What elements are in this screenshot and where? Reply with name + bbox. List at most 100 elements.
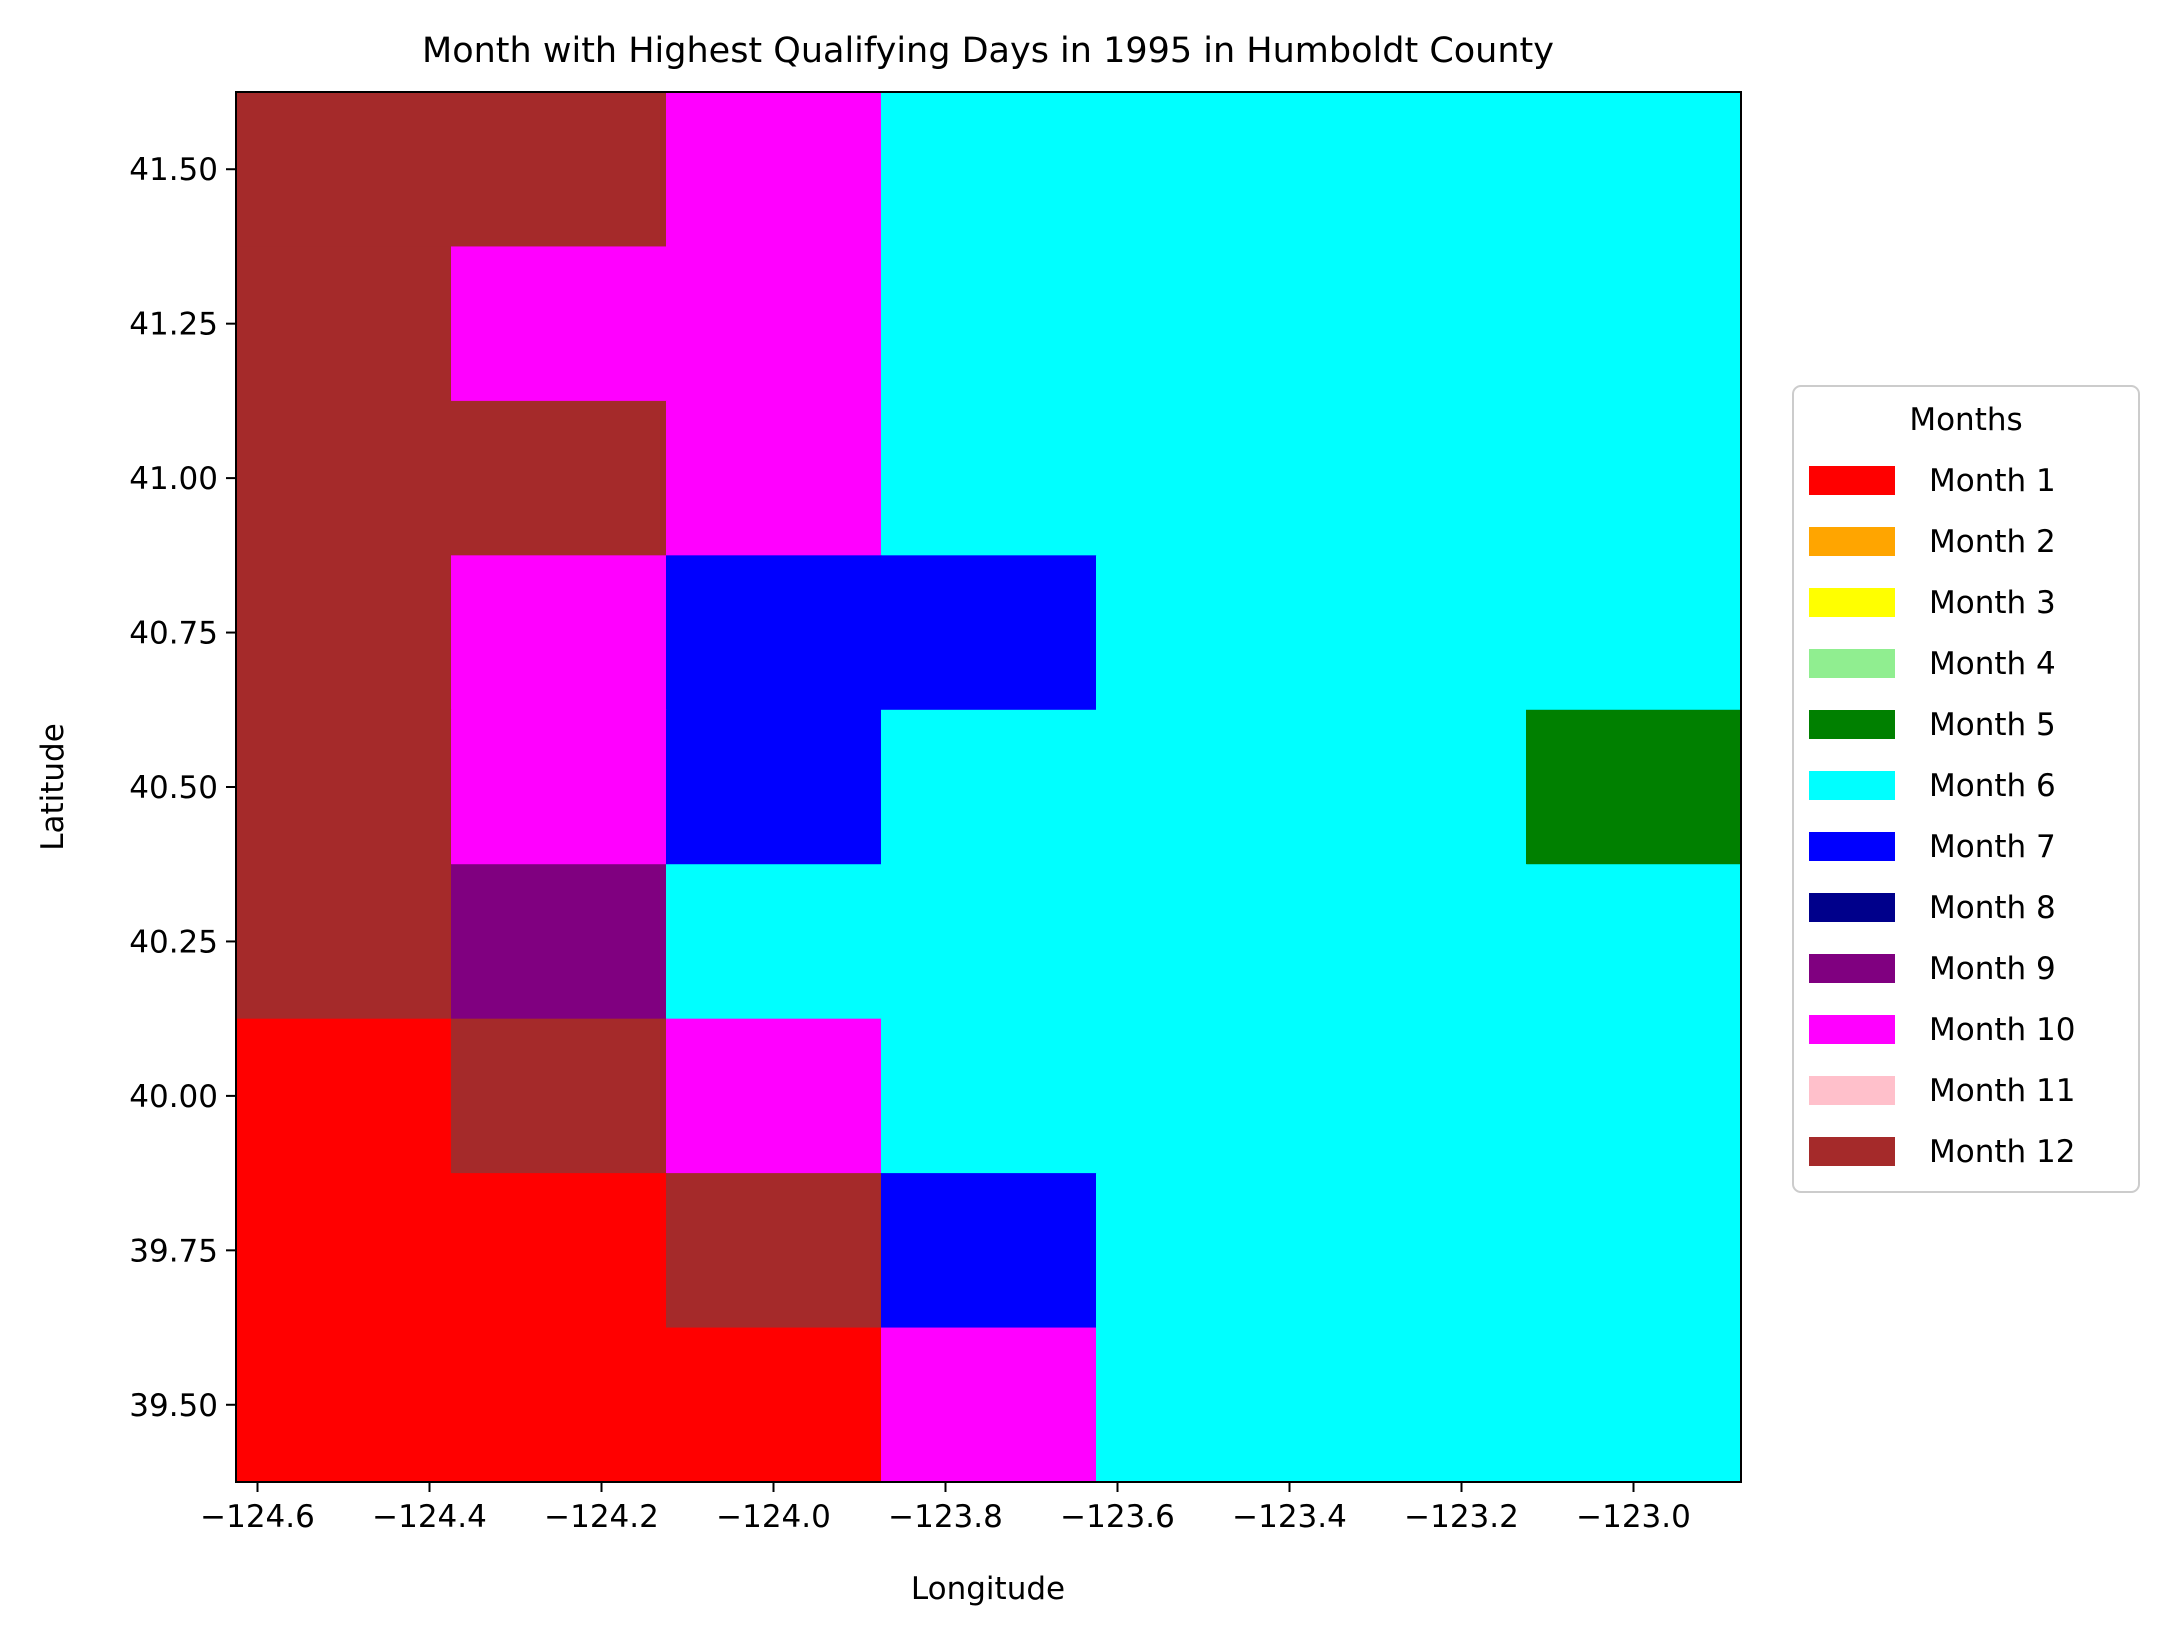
- heatmap-cell: [1096, 1327, 1312, 1483]
- legend-swatch: [1809, 588, 1895, 617]
- y-tick-label: 39.75: [129, 1233, 218, 1269]
- heatmap-cell: [1311, 92, 1527, 248]
- heatmap-cell: [881, 92, 1097, 248]
- legend-box: [1792, 385, 2140, 1193]
- x-tick-label: −123.8: [888, 1499, 1003, 1535]
- legend-label: Month 2: [1929, 524, 2056, 560]
- heatmap-cell: [1526, 92, 1742, 248]
- heatmap-cell: [666, 1018, 882, 1174]
- heatmap-cell: [236, 92, 452, 248]
- x-tick-label: −123.2: [1404, 1499, 1519, 1535]
- heatmap-cell: [1311, 709, 1527, 865]
- heatmap-cell: [666, 92, 882, 248]
- heatmap-cell: [666, 1327, 882, 1483]
- heatmap-cell: [1096, 246, 1312, 402]
- heatmap-cell: [1096, 1018, 1312, 1174]
- heatmap-cell: [1526, 555, 1742, 711]
- legend-swatch: [1809, 771, 1895, 800]
- heatmap-cell: [451, 400, 667, 556]
- heatmap-cell: [451, 246, 667, 402]
- heatmap-cell: [236, 1327, 452, 1483]
- heatmap-cell: [666, 864, 882, 1020]
- x-tick-label: −123.4: [1232, 1499, 1347, 1535]
- heatmap-cell: [1526, 246, 1742, 402]
- heatmap-cell: [1526, 709, 1742, 865]
- heatmap-cell: [451, 1327, 667, 1483]
- legend-label: Month 3: [1929, 585, 2056, 621]
- legend-label: Month 11: [1929, 1073, 2075, 1109]
- heatmap-cell: [666, 555, 882, 711]
- heatmap-cell: [236, 1173, 452, 1329]
- heatmap-cell: [1096, 864, 1312, 1020]
- heatmap-cell: [1096, 555, 1312, 711]
- x-tick-label: −124.4: [372, 1499, 487, 1535]
- heatmap-cell: [881, 555, 1097, 711]
- y-tick-label: 39.50: [129, 1388, 218, 1424]
- heatmap-cell: [1311, 246, 1527, 402]
- y-tick-label: 41.50: [129, 152, 218, 188]
- heatmap-cell: [1311, 1018, 1527, 1174]
- heatmap-cell: [236, 709, 452, 865]
- y-tick-label: 40.25: [129, 924, 218, 960]
- heatmap-cell: [881, 400, 1097, 556]
- heatmap-cell: [666, 1173, 882, 1329]
- heatmap-cell: [451, 555, 667, 711]
- x-tick-label: −124.6: [200, 1499, 315, 1535]
- y-tick-label: 41.25: [129, 307, 218, 343]
- heatmap-cell: [881, 1327, 1097, 1483]
- heatmap-cell: [666, 709, 882, 865]
- heatmap-cell: [1526, 1018, 1742, 1174]
- heatmap-cell: [881, 864, 1097, 1020]
- legend-label: Month 7: [1929, 829, 2056, 865]
- heatmap-cell: [451, 1018, 667, 1174]
- legend-label: Month 12: [1929, 1134, 2075, 1170]
- y-tick-label: 41.00: [129, 461, 218, 497]
- heatmap-cell: [451, 1173, 667, 1329]
- heatmap-cell: [236, 864, 452, 1020]
- heatmap-cell: [881, 1173, 1097, 1329]
- x-axis-label: Longitude: [911, 1571, 1065, 1607]
- legend-label: Month 5: [1929, 707, 2056, 743]
- legend-swatch: [1809, 1076, 1895, 1105]
- y-tick-label: 40.50: [129, 770, 218, 806]
- heatmap-cell: [1526, 1173, 1742, 1329]
- legend-swatch: [1809, 466, 1895, 495]
- heatmap-cell: [666, 400, 882, 556]
- chart-title: Month with Highest Qualifying Days in 19…: [422, 31, 1554, 71]
- x-tick-label: −123.6: [1060, 1499, 1175, 1535]
- heatmap-cell: [1526, 400, 1742, 556]
- heatmap-cell: [1311, 1173, 1527, 1329]
- legend-label: Month 9: [1929, 951, 2056, 987]
- x-tick-label: −123.0: [1576, 1499, 1691, 1535]
- legend-label: Month 10: [1929, 1012, 2075, 1048]
- legend-swatch: [1809, 649, 1895, 678]
- heatmap-cell: [666, 246, 882, 402]
- heatmap-cell: [1526, 864, 1742, 1020]
- legend-label: Month 6: [1929, 768, 2056, 804]
- heatmap-cell: [451, 709, 667, 865]
- legend-entries: Month 1 Month 2 Month 3 Month 4 Month 5 Month…: [1809, 463, 2075, 1170]
- heatmap-cell: [1096, 709, 1312, 865]
- x-tick-label: −124.2: [544, 1499, 659, 1535]
- heatmap-cell: [236, 400, 452, 556]
- x-axis-ticks: −124.6 −124.4 −124.2 −124.0 −123.8 −123.6 −123…: [200, 1482, 1691, 1535]
- heatmap-cell: [881, 709, 1097, 865]
- heatmap-cell: [236, 1018, 452, 1174]
- heatmap-cell: [1096, 92, 1312, 248]
- legend-swatch: [1809, 954, 1895, 983]
- y-axis-label: Latitude: [35, 723, 71, 851]
- legend-swatch: [1809, 1137, 1895, 1166]
- heatmap-cell: [881, 246, 1097, 402]
- heatmap-cell: [1311, 1327, 1527, 1483]
- heatmap-cell: [236, 555, 452, 711]
- heatmap-cell: [451, 92, 667, 248]
- heatmap-cell: [236, 246, 452, 402]
- legend-swatch: [1809, 710, 1895, 739]
- legend-title: Months: [1909, 402, 2022, 438]
- legend-label: Month 1: [1929, 463, 2056, 499]
- legend-swatch: [1809, 893, 1895, 922]
- heatmap-cell: [1096, 400, 1312, 556]
